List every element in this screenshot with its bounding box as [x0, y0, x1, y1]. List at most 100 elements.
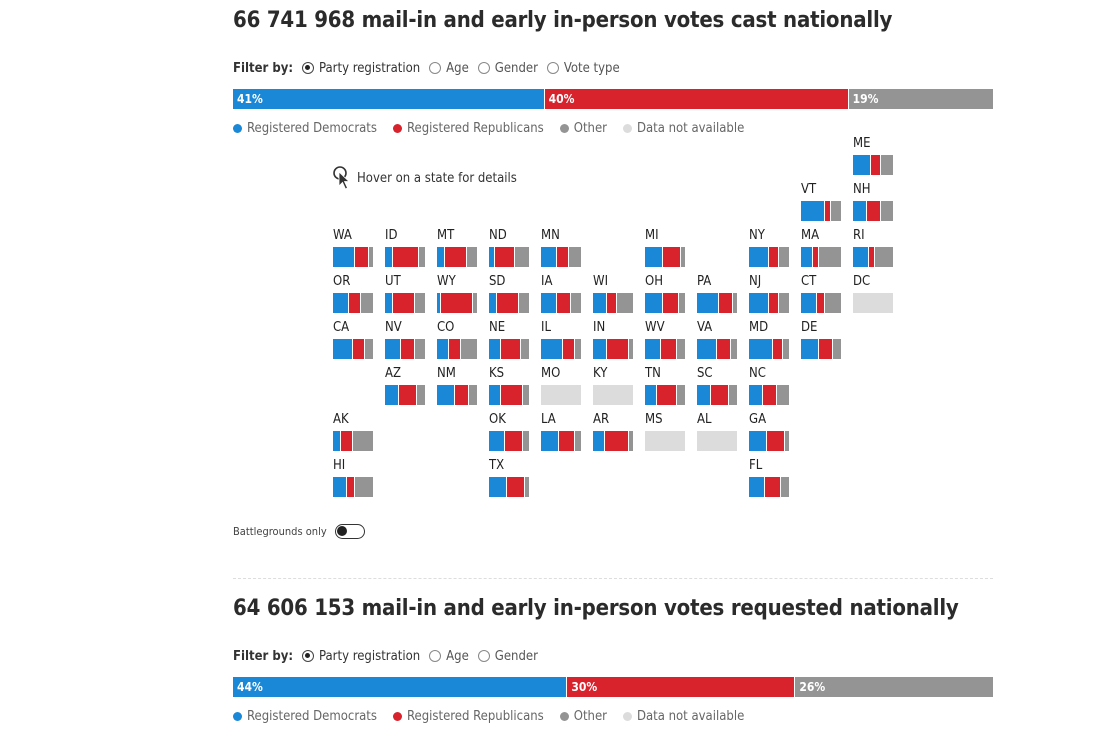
state-tile-md[interactable]: MD: [749, 321, 791, 361]
national-bar-segment-other[interactable]: 19%: [848, 89, 993, 109]
state-label: NH: [853, 182, 871, 197]
state-tile-ne[interactable]: NE: [489, 321, 531, 361]
state-tile-wv[interactable]: WV: [645, 321, 687, 361]
state-tile-ms[interactable]: MS: [645, 413, 687, 453]
state-bar-segment-rep: [401, 339, 415, 359]
state-tile-id[interactable]: ID: [385, 229, 427, 269]
state-bar: [541, 339, 581, 359]
state-tile-wi[interactable]: WI: [593, 275, 635, 315]
state-tile-nm[interactable]: NM: [437, 367, 479, 407]
state-bar-segment-dem: [697, 385, 711, 405]
state-tile-ky[interactable]: KY: [593, 367, 635, 407]
state-bar-segment-rep: [347, 477, 355, 497]
state-bar: [749, 477, 789, 497]
state-label: FL: [749, 458, 763, 473]
radio-unchecked-icon: [429, 650, 442, 662]
state-tile-me[interactable]: ME: [853, 137, 895, 177]
state-tile-sc[interactable]: SC: [697, 367, 739, 407]
national-bar-requested[interactable]: 44% 30% 26%: [233, 677, 993, 697]
state-label: PA: [697, 274, 712, 289]
state-tile-il[interactable]: IL: [541, 321, 583, 361]
state-tile-ar[interactable]: AR: [593, 413, 635, 453]
state-tile-fl[interactable]: FL: [749, 459, 791, 499]
state-label: AZ: [385, 366, 402, 381]
state-tile-vt[interactable]: VT: [801, 183, 843, 223]
state-tile-nh[interactable]: NH: [853, 183, 895, 223]
state-tile-ga[interactable]: GA: [749, 413, 791, 453]
state-tile-ut[interactable]: UT: [385, 275, 427, 315]
state-tile-nc[interactable]: NC: [749, 367, 791, 407]
state-tile-nd[interactable]: ND: [489, 229, 531, 269]
state-bar: [645, 339, 685, 359]
state-label: CO: [437, 320, 455, 335]
state-bar-segment-dem: [697, 339, 717, 359]
state-bar: [489, 385, 529, 405]
state-tile-wa[interactable]: WA: [333, 229, 375, 269]
state-bar: [489, 247, 529, 267]
battlegrounds-toggle[interactable]: [334, 524, 365, 539]
state-tile-in[interactable]: IN: [593, 321, 635, 361]
national-bar-cast[interactable]: 41% 40% 19%: [233, 89, 993, 109]
state-bar: [697, 339, 737, 359]
state-tile-mt[interactable]: MT: [437, 229, 479, 269]
legend-dot-icon: [622, 123, 632, 133]
state-label: WY: [437, 274, 456, 289]
filter-gender-radio[interactable]: Gender: [477, 648, 538, 664]
filter-age-radio[interactable]: Age: [429, 649, 469, 664]
filter-gender-radio[interactable]: Gender: [477, 61, 538, 76]
state-tile-oh[interactable]: OH: [645, 275, 687, 315]
state-bar-segment-other: [417, 385, 425, 405]
state-tile-ia[interactable]: IA: [541, 275, 583, 315]
national-bar-segment-other[interactable]: 26%: [795, 677, 993, 697]
state-tile-hi[interactable]: HI: [333, 459, 375, 499]
national-bar-segment-rep[interactable]: 40%: [544, 89, 849, 109]
state-bar-segment-dem: [333, 247, 355, 267]
national-bar-segment-rep[interactable]: 30%: [567, 677, 796, 697]
radio-label: Gender: [494, 648, 538, 664]
state-tile-de[interactable]: DE: [801, 321, 843, 361]
filter-party-registration-radio[interactable]: Party registration: [302, 649, 420, 664]
state-tile-or[interactable]: OR: [333, 275, 375, 315]
state-tile-ks[interactable]: KS: [489, 367, 531, 407]
state-tile-sd[interactable]: SD: [489, 275, 531, 315]
state-label: TN: [645, 366, 661, 381]
state-bar: [749, 247, 789, 267]
state-bar-segment-dem: [749, 385, 763, 405]
state-tile-ny[interactable]: NY: [749, 229, 791, 269]
state-tile-ok[interactable]: OK: [489, 413, 531, 453]
state-label: ID: [385, 228, 398, 243]
state-tile-tx[interactable]: TX: [489, 459, 531, 499]
state-label: CT: [801, 274, 817, 289]
state-tile-mn[interactable]: MN: [541, 229, 583, 269]
state-label: VT: [801, 182, 817, 197]
state-tile-nv[interactable]: NV: [385, 321, 427, 361]
state-tile-az[interactable]: AZ: [385, 367, 427, 407]
state-label: MN: [541, 228, 560, 243]
state-bar-segment-rep: [399, 385, 417, 405]
national-bar-segment-dem[interactable]: 44%: [233, 677, 568, 697]
state-tile-ri[interactable]: RI: [853, 229, 895, 269]
national-bar-segment-dem[interactable]: 41%: [233, 89, 545, 109]
state-tile-nj[interactable]: NJ: [749, 275, 791, 315]
state-tile-ma[interactable]: MA: [801, 229, 843, 269]
state-bar-segment-other: [681, 247, 685, 267]
state-tile-la[interactable]: LA: [541, 413, 583, 453]
state-tile-ct[interactable]: CT: [801, 275, 843, 315]
state-bar: [801, 293, 841, 313]
state-tile-co[interactable]: CO: [437, 321, 479, 361]
filter-age-radio[interactable]: Age: [429, 61, 469, 76]
state-tile-va[interactable]: VA: [697, 321, 739, 361]
state-bar-segment-dem: [489, 477, 507, 497]
state-label: RI: [853, 228, 865, 243]
filter-vote-type-radio[interactable]: Vote type: [546, 61, 620, 76]
state-tile-mo[interactable]: MO: [541, 367, 583, 407]
filter-party-registration-radio[interactable]: Party registration: [302, 61, 420, 76]
state-tile-wy[interactable]: WY: [437, 275, 479, 315]
state-tile-dc[interactable]: DC: [853, 275, 895, 315]
state-tile-tn[interactable]: TN: [645, 367, 687, 407]
state-tile-ca[interactable]: CA: [333, 321, 375, 361]
state-tile-mi[interactable]: MI: [645, 229, 687, 269]
state-tile-ak[interactable]: AK: [333, 413, 375, 453]
state-tile-al[interactable]: AL: [697, 413, 739, 453]
state-tile-pa[interactable]: PA: [697, 275, 739, 315]
